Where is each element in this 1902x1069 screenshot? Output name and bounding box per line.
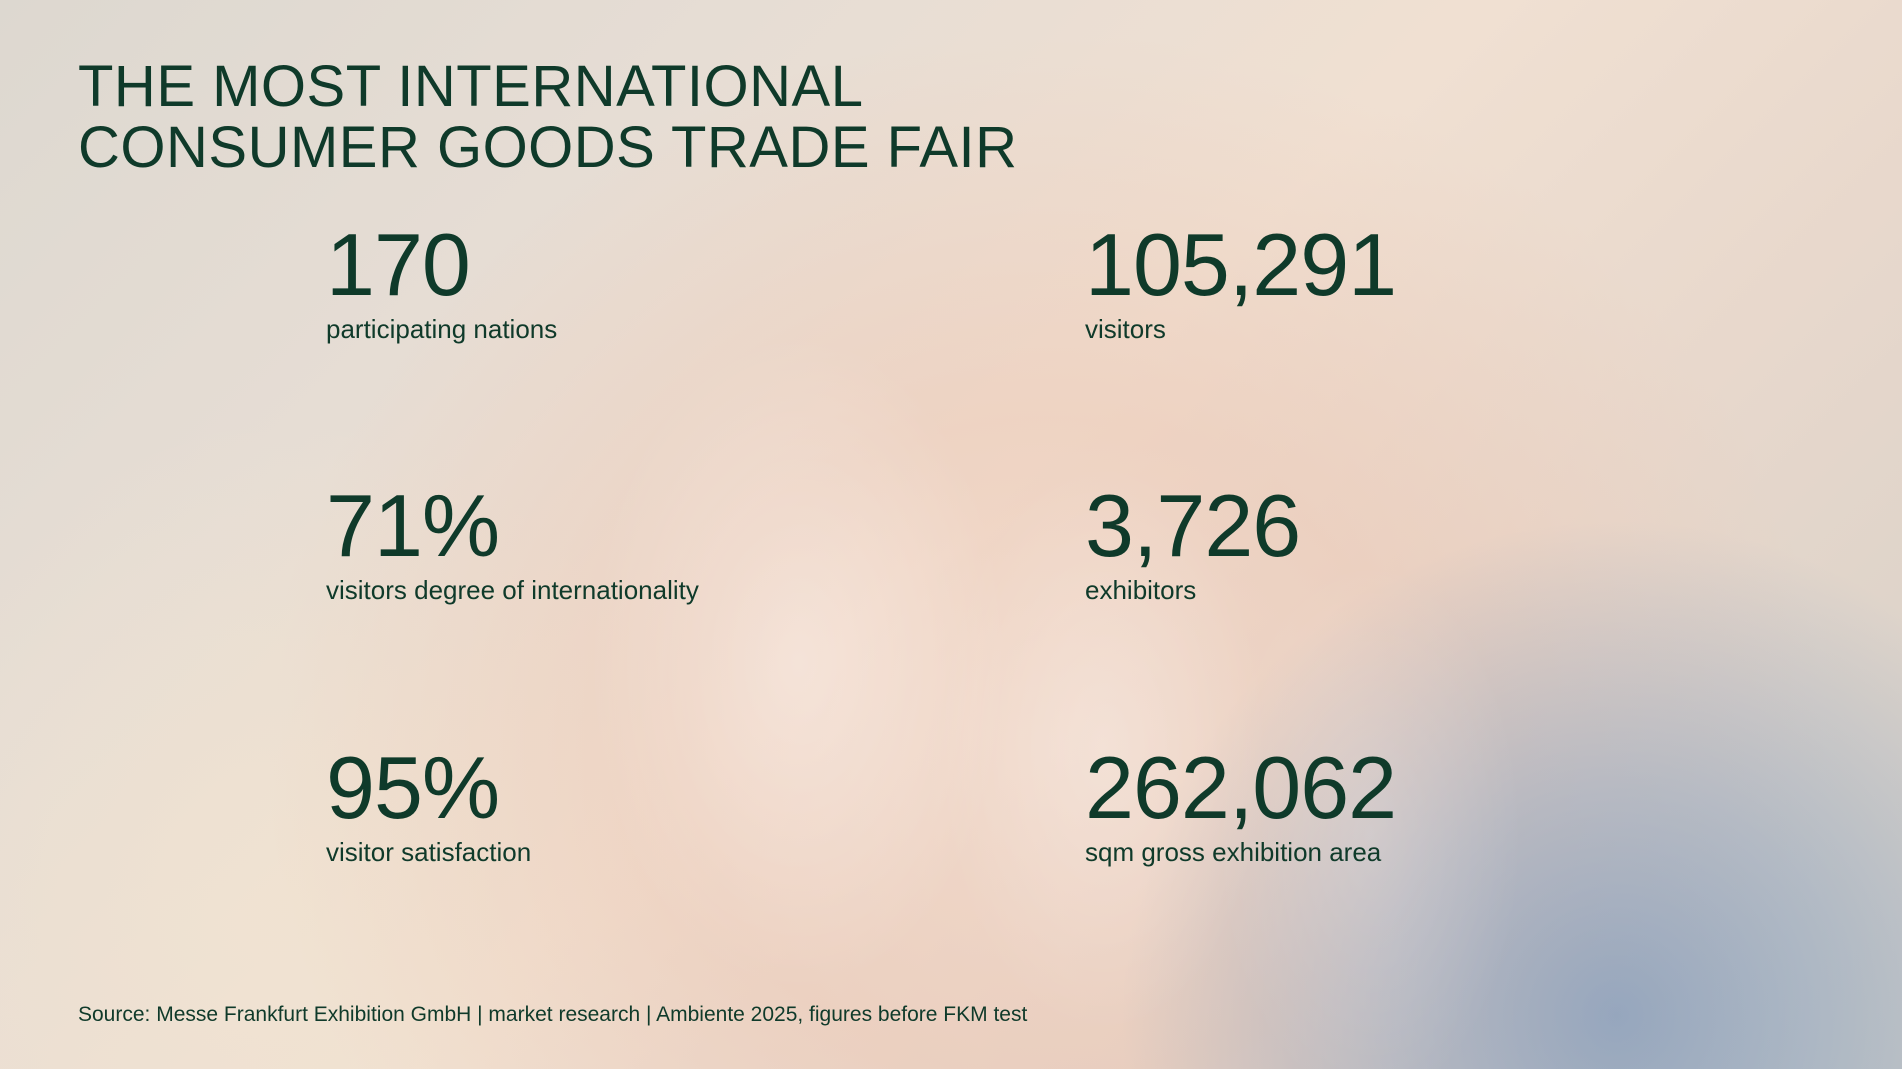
stat-value: 170 (326, 221, 1065, 309)
stats-grid: 170 participating nations 105,291 visito… (78, 221, 1824, 979)
infographic-container: THE MOST INTERNATIONAL CONSUMER GOODS TR… (0, 0, 1902, 1069)
stat-value: 95% (326, 744, 1065, 832)
source-footnote: Source: Messe Frankfurt Exhibition GmbH … (78, 1003, 1824, 1027)
stat-label: visitor satisfaction (326, 838, 1065, 868)
title-line-2: CONSUMER GOODS TRADE FAIR (78, 115, 1018, 180)
stat-internationality: 71% visitors degree of internationality (326, 482, 1065, 717)
stat-label: visitors degree of internationality (326, 576, 1065, 606)
stat-label: sqm gross exhibition area (1085, 838, 1824, 868)
stat-label: visitors (1085, 315, 1824, 345)
stat-visitors: 105,291 visitors (1085, 221, 1824, 456)
stat-value: 262,062 (1085, 744, 1824, 832)
stat-exhibitors: 3,726 exhibitors (1085, 482, 1824, 717)
stat-value: 105,291 (1085, 221, 1824, 309)
stat-value: 3,726 (1085, 482, 1824, 570)
stat-value: 71% (326, 482, 1065, 570)
stat-label: exhibitors (1085, 576, 1824, 606)
stat-exhibition-area: 262,062 sqm gross exhibition area (1085, 744, 1824, 979)
stat-satisfaction: 95% visitor satisfaction (326, 744, 1065, 979)
title-line-1: THE MOST INTERNATIONAL (78, 54, 863, 119)
page-title: THE MOST INTERNATIONAL CONSUMER GOODS TR… (78, 56, 1824, 179)
stat-label: participating nations (326, 315, 1065, 345)
stat-participating-nations: 170 participating nations (326, 221, 1065, 456)
